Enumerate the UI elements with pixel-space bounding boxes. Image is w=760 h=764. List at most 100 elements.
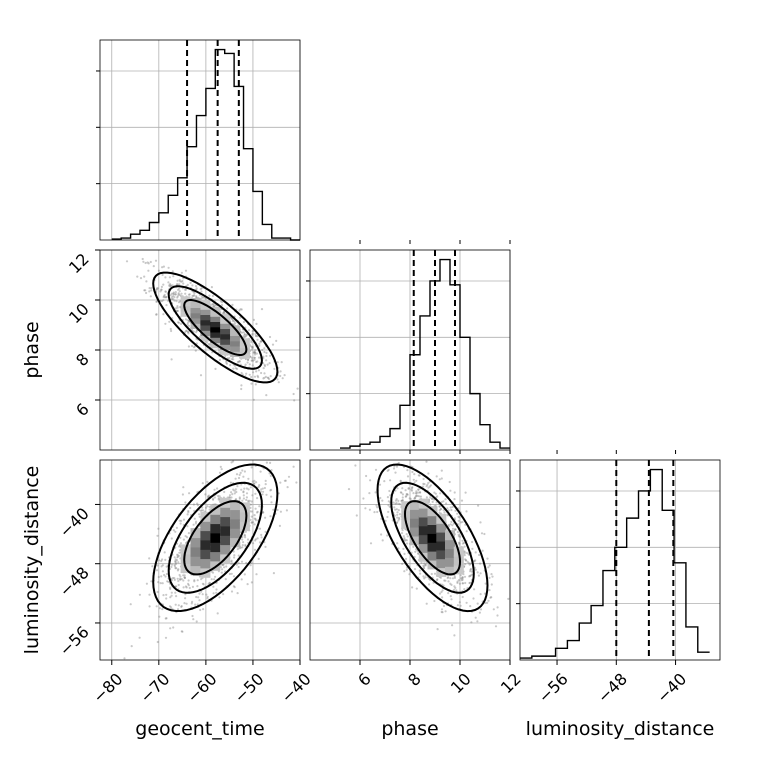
density-cell <box>436 540 447 551</box>
sample-point <box>468 575 471 578</box>
sample-point <box>268 362 271 365</box>
sample-point <box>464 558 467 561</box>
sample-point <box>162 283 165 286</box>
sample-point <box>221 563 224 567</box>
sample-point <box>405 542 409 545</box>
sample-point <box>186 323 189 326</box>
sample-point <box>406 469 409 472</box>
sample-point <box>187 582 190 586</box>
sample-point <box>242 541 245 544</box>
sample-point <box>262 377 265 380</box>
sample-point <box>398 517 401 521</box>
sample-point <box>148 287 151 290</box>
sample-point <box>184 535 187 538</box>
sample-point <box>238 547 241 550</box>
sample-point <box>256 360 259 363</box>
sample-point <box>461 576 464 580</box>
sample-point <box>169 283 172 286</box>
density-cell <box>436 549 447 560</box>
sample-point <box>235 473 239 476</box>
sample-point <box>468 581 471 585</box>
sample-point <box>244 530 247 533</box>
density-cell <box>427 550 438 561</box>
sample-point <box>396 542 399 545</box>
sample-point <box>403 538 406 541</box>
sample-point <box>245 372 248 375</box>
sample-point <box>218 358 221 361</box>
sample-point <box>180 630 183 633</box>
sample-point <box>241 469 244 472</box>
sample-point <box>251 345 254 349</box>
sample-point <box>174 591 177 594</box>
sample-point <box>244 363 247 366</box>
sample-point <box>238 360 241 363</box>
x-tick-label-phase: 6 <box>354 669 375 690</box>
sample-point <box>389 479 392 482</box>
sample-point <box>198 592 201 595</box>
sample-point <box>239 471 242 474</box>
sample-point <box>263 372 266 375</box>
sample-point <box>163 296 167 299</box>
density-cell <box>410 508 420 519</box>
sample-point <box>449 489 452 492</box>
sample-point <box>287 475 291 478</box>
sample-point <box>195 287 198 290</box>
sample-point <box>138 636 141 639</box>
sample-point <box>252 359 255 362</box>
sample-point <box>176 569 179 572</box>
sample-point <box>453 517 456 520</box>
sample-point <box>182 586 185 589</box>
sample-point <box>464 559 467 562</box>
sample-point <box>397 516 401 519</box>
sample-point <box>182 574 185 577</box>
sample-point <box>268 335 272 339</box>
sample-point <box>456 512 459 515</box>
sample-point <box>465 530 468 533</box>
sample-point <box>260 340 263 343</box>
sample-point <box>165 565 168 568</box>
sample-point <box>255 335 258 338</box>
sample-point <box>160 288 163 291</box>
sample-point <box>474 559 477 562</box>
density-cell <box>453 555 464 566</box>
sample-point <box>178 278 181 281</box>
sample-point <box>405 539 408 542</box>
sample-point <box>162 265 165 268</box>
sample-point <box>149 260 152 264</box>
sample-point <box>407 487 410 490</box>
sample-point <box>164 617 167 620</box>
density-cell <box>220 535 231 546</box>
sample-point <box>436 578 439 581</box>
sample-point <box>163 551 166 554</box>
sample-point <box>169 627 172 630</box>
sample-point <box>164 290 167 293</box>
sample-point <box>183 576 186 579</box>
sample-point <box>242 331 245 334</box>
sample-point <box>292 392 295 396</box>
sample-point <box>413 497 417 500</box>
sample-point <box>156 590 159 594</box>
sample-point <box>388 505 391 508</box>
sample-point <box>396 521 399 524</box>
sample-point <box>193 292 196 295</box>
sample-point <box>243 470 246 473</box>
sample-point <box>408 497 411 500</box>
sample-point <box>417 491 420 494</box>
density-cell <box>445 547 455 558</box>
sample-point <box>195 295 198 298</box>
sample-point <box>242 335 245 338</box>
sample-point <box>473 588 476 591</box>
sample-point <box>444 610 447 613</box>
sample-point <box>277 381 280 384</box>
sample-point <box>129 603 132 606</box>
sample-point <box>170 537 173 540</box>
sample-point <box>173 563 176 567</box>
sample-point <box>276 508 279 512</box>
x-tick-label-phase: 12 <box>497 669 525 697</box>
sample-point <box>252 351 255 354</box>
sample-point <box>431 500 434 503</box>
sample-point <box>461 542 464 545</box>
sample-point <box>264 375 267 378</box>
sample-point <box>469 574 472 577</box>
sample-point <box>263 363 266 366</box>
